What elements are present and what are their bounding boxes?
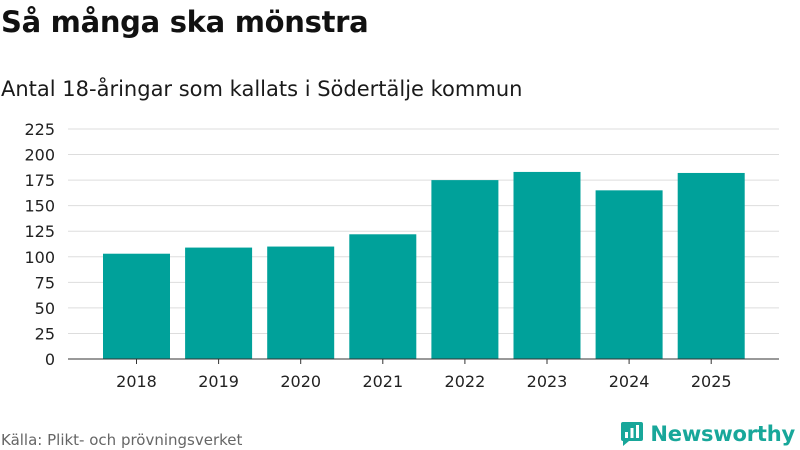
- brand-name: Newsworthy: [650, 422, 795, 446]
- y-tick-label: 75: [35, 273, 55, 292]
- y-tick-label: 125: [24, 222, 55, 241]
- grid-lines: [68, 128, 779, 334]
- x-tick-label: 2022: [445, 372, 486, 391]
- y-tick-label: 50: [35, 299, 55, 318]
- bars: [103, 171, 745, 359]
- y-tick-label: 0: [45, 350, 55, 369]
- bar-2018: [103, 253, 170, 359]
- x-tick-label: 2018: [116, 372, 157, 391]
- chart-subtitle: Antal 18-åringar som kallats i Södertälj…: [1, 77, 523, 101]
- bar-2022: [431, 180, 499, 359]
- chart-title: Så många ska mönstra: [1, 5, 369, 39]
- brand-logo[interactable]: Newsworthy: [620, 420, 795, 448]
- y-tick-label: 25: [35, 324, 55, 343]
- x-tick-label: 2025: [691, 372, 732, 391]
- y-tick-label: 225: [24, 120, 55, 139]
- source-note: Källa: Plikt- och prövningsverket: [1, 431, 243, 449]
- newsworthy-logo-icon: [621, 422, 644, 446]
- bar-2020: [267, 246, 335, 359]
- bar-2025: [677, 172, 745, 359]
- bar-2021: [349, 234, 417, 359]
- y-tick-label: 200: [24, 146, 55, 165]
- bar-2024: [595, 190, 663, 359]
- bar-2019: [185, 247, 253, 359]
- y-tick-label: 100: [24, 248, 55, 267]
- x-tick-label: 2021: [362, 372, 403, 391]
- x-tick-label: 2023: [527, 372, 568, 391]
- x-tick-label: 2020: [280, 372, 321, 391]
- y-tick-label: 175: [24, 171, 55, 190]
- bar-2023: [513, 171, 581, 359]
- x-axis-ticks: 2018 2019 2020 2021 2022 2023 2024 2025: [116, 359, 732, 391]
- y-tick-label: 150: [24, 197, 55, 216]
- y-axis-ticks: 0 25 50 75 100 125 150 175 200 225: [24, 120, 55, 369]
- x-tick-label: 2024: [609, 372, 650, 391]
- x-tick-label: 2019: [198, 372, 239, 391]
